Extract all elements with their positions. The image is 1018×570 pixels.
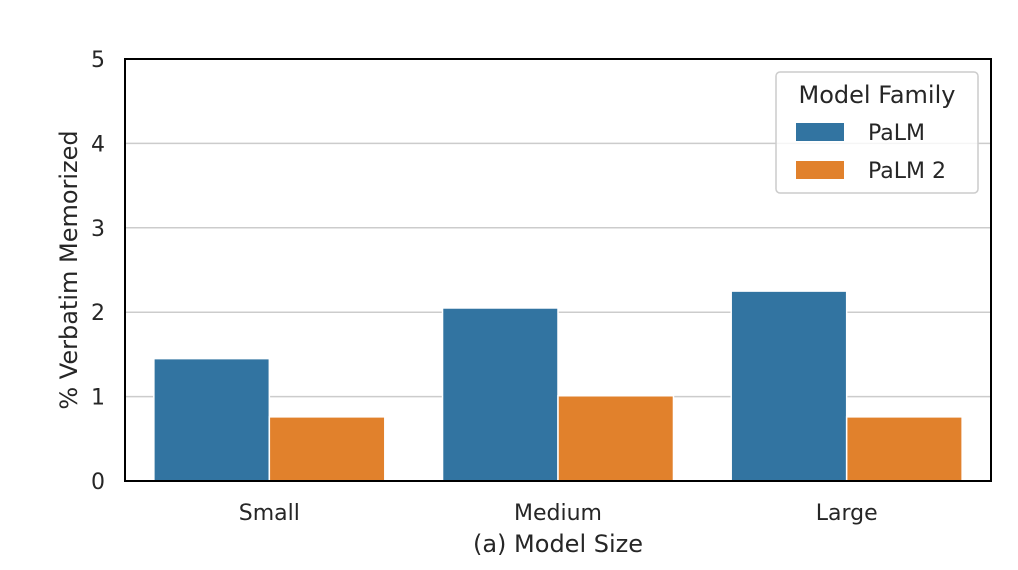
bar-palm-medium (441, 307, 559, 482)
x-axis-ticks: Small Medium Large (239, 501, 878, 526)
x-axis-label: (a) Model Size (473, 530, 643, 558)
bar-palm-2-small (268, 416, 386, 482)
y-tick-label: 3 (91, 217, 105, 242)
y-axis-ticks: 0 1 2 3 4 5 (91, 48, 105, 495)
bar-palm-large (730, 290, 848, 482)
y-tick-label: 2 (91, 301, 105, 326)
legend: Model Family PaLM PaLM 2 (775, 71, 979, 194)
x-tick-label: Large (816, 501, 878, 526)
x-tick-label: Small (239, 501, 300, 526)
legend-label-palm-2: PaLM 2 (868, 159, 946, 184)
y-tick-label: 4 (91, 132, 105, 157)
bar-palm-2-large (845, 416, 963, 482)
bar-palm-small (153, 357, 271, 482)
y-tick-label: 1 (91, 386, 105, 411)
x-tick-label: Medium (514, 501, 602, 526)
legend-title: Model Family (799, 81, 956, 109)
legend-label-palm: PaLM (868, 121, 925, 146)
plot-frame (124, 58, 992, 482)
y-tick-label: 0 (91, 470, 105, 495)
legend-swatch-palm (796, 123, 844, 141)
y-tick-label: 5 (91, 48, 105, 73)
legend-swatch-palm-2 (796, 161, 844, 179)
y-axis-label: % Verbatim Memorized (55, 130, 83, 409)
bars (153, 290, 963, 482)
bar-palm-2-medium (557, 395, 675, 482)
